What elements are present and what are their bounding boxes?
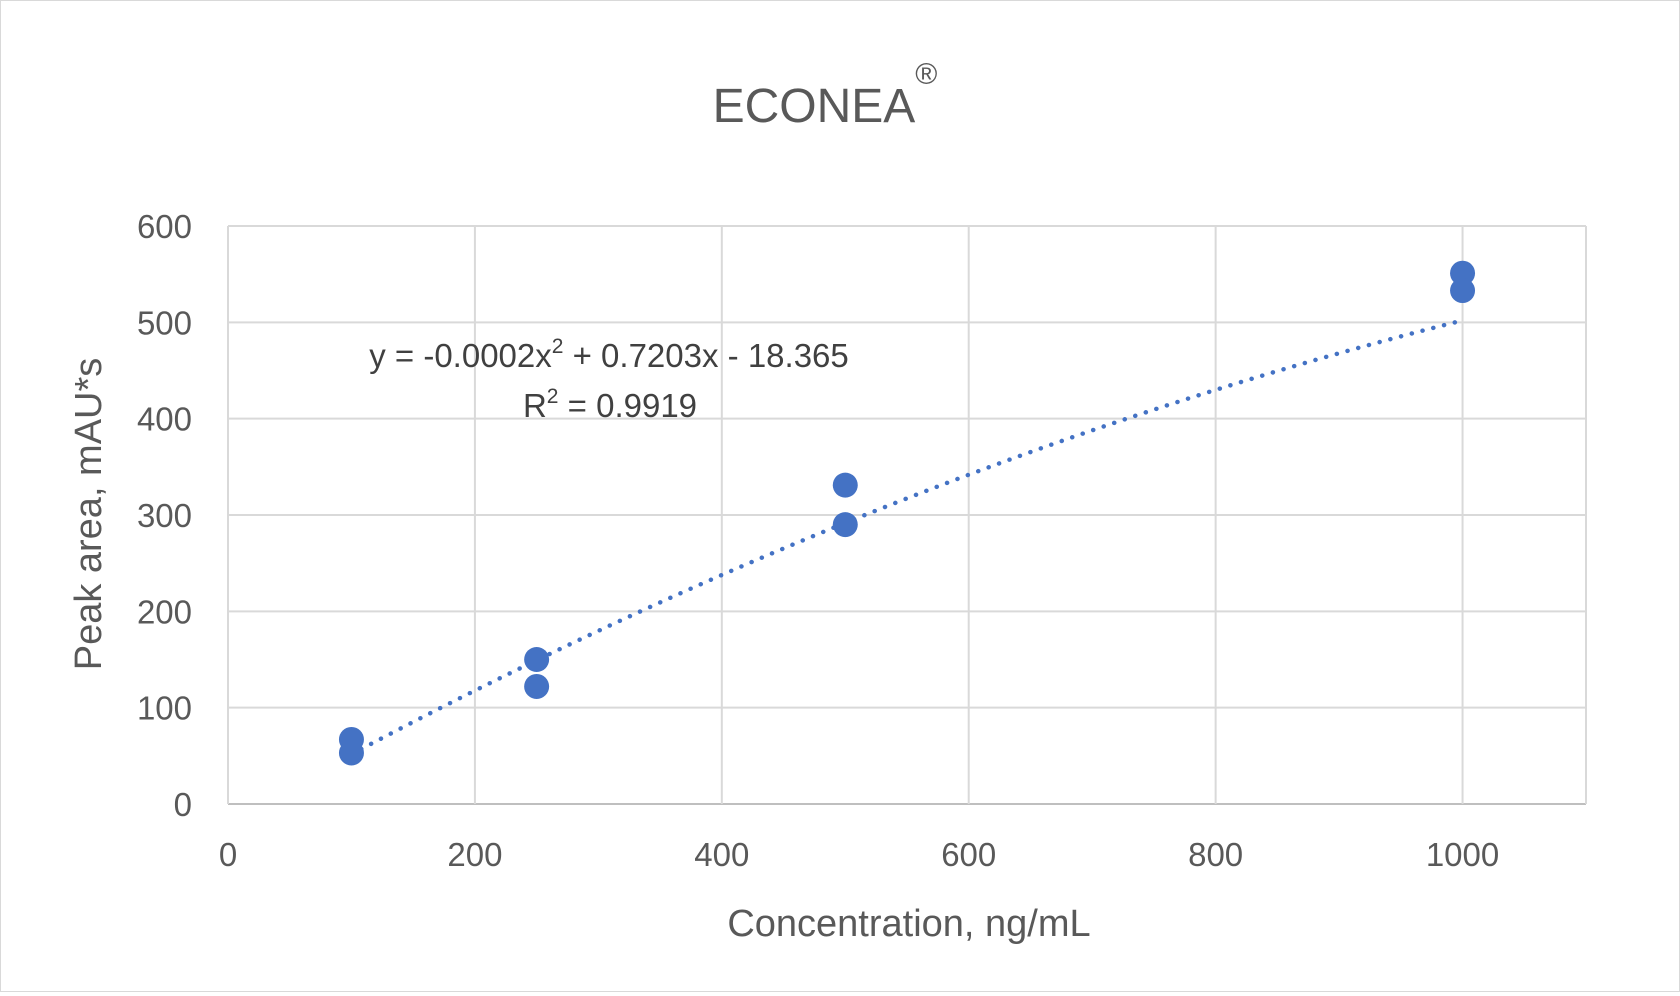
y-tick-label-600: 600 (137, 208, 192, 245)
trendline-group (349, 318, 1465, 757)
x-tick-label-200: 200 (447, 836, 502, 873)
chart-title: ECONEA® (713, 58, 938, 133)
data-point-5 (832, 512, 858, 538)
data-point-3 (524, 673, 550, 699)
x-tick-label-0: 0 (219, 836, 237, 873)
x-tick-label-400: 400 (694, 836, 749, 873)
trendline (349, 318, 1465, 757)
y-tick-label-400: 400 (137, 401, 192, 438)
y-axis-title: Peak area, mAU*s (68, 358, 110, 671)
x-axis-title: Concentration, ng/mL (727, 903, 1090, 945)
trendline-equation: y = -0.0002x2 + 0.7203x - 18.365 (369, 335, 849, 374)
grid (227, 225, 1587, 805)
y-tick-label-300: 300 (137, 497, 192, 534)
x-tick-label-1000: 1000 (1426, 836, 1499, 873)
title-registered-mark: ® (915, 58, 937, 91)
data-point-4 (832, 472, 858, 498)
x-tick-label-800: 800 (1188, 836, 1243, 873)
y-tick-label-200: 200 (137, 593, 192, 630)
y-tick-label-500: 500 (137, 304, 192, 341)
data-point-2 (524, 647, 550, 672)
data-point-1 (338, 740, 364, 766)
data-points (338, 260, 1476, 766)
data-point-7 (1450, 278, 1476, 304)
tick-labels: 0 100 200 300 400 500 600 0 200 400 600 800 1000 (137, 208, 1499, 873)
x-tick-label-600: 600 (941, 836, 996, 873)
y-tick-label-0: 0 (174, 786, 192, 823)
data-point-6 (1450, 260, 1476, 286)
r-squared-label: R2 = 0.9919 (523, 385, 697, 424)
y-tick-label-100: 100 (137, 690, 192, 727)
